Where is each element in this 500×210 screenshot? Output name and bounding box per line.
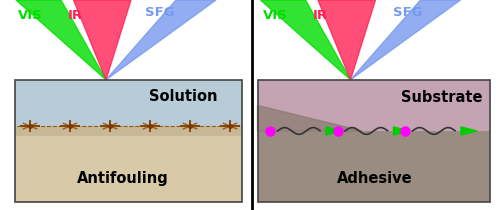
Polygon shape — [394, 127, 409, 135]
Polygon shape — [350, 0, 461, 80]
Bar — [258, 80, 490, 131]
Polygon shape — [318, 0, 376, 80]
Text: SFG: SFG — [392, 6, 422, 19]
Bar — [15, 80, 242, 126]
Bar — [15, 126, 242, 202]
Polygon shape — [16, 0, 106, 80]
Text: IR: IR — [68, 9, 82, 22]
Polygon shape — [461, 127, 477, 135]
Text: Antifouling: Antifouling — [76, 171, 168, 186]
Text: VIS: VIS — [18, 9, 42, 22]
Text: VIS: VIS — [262, 9, 287, 22]
Text: Substrate: Substrate — [401, 90, 482, 105]
Bar — [15, 80, 242, 202]
Bar — [258, 131, 490, 202]
Polygon shape — [258, 105, 362, 131]
Text: Solution: Solution — [149, 89, 218, 104]
Polygon shape — [260, 0, 350, 80]
Bar — [258, 80, 490, 202]
Polygon shape — [74, 0, 131, 80]
Text: Adhesive: Adhesive — [337, 171, 413, 186]
Polygon shape — [326, 127, 342, 135]
Text: SFG: SFG — [145, 6, 175, 19]
Polygon shape — [106, 0, 216, 80]
Bar — [15, 126, 242, 135]
Text: IR: IR — [312, 9, 328, 22]
